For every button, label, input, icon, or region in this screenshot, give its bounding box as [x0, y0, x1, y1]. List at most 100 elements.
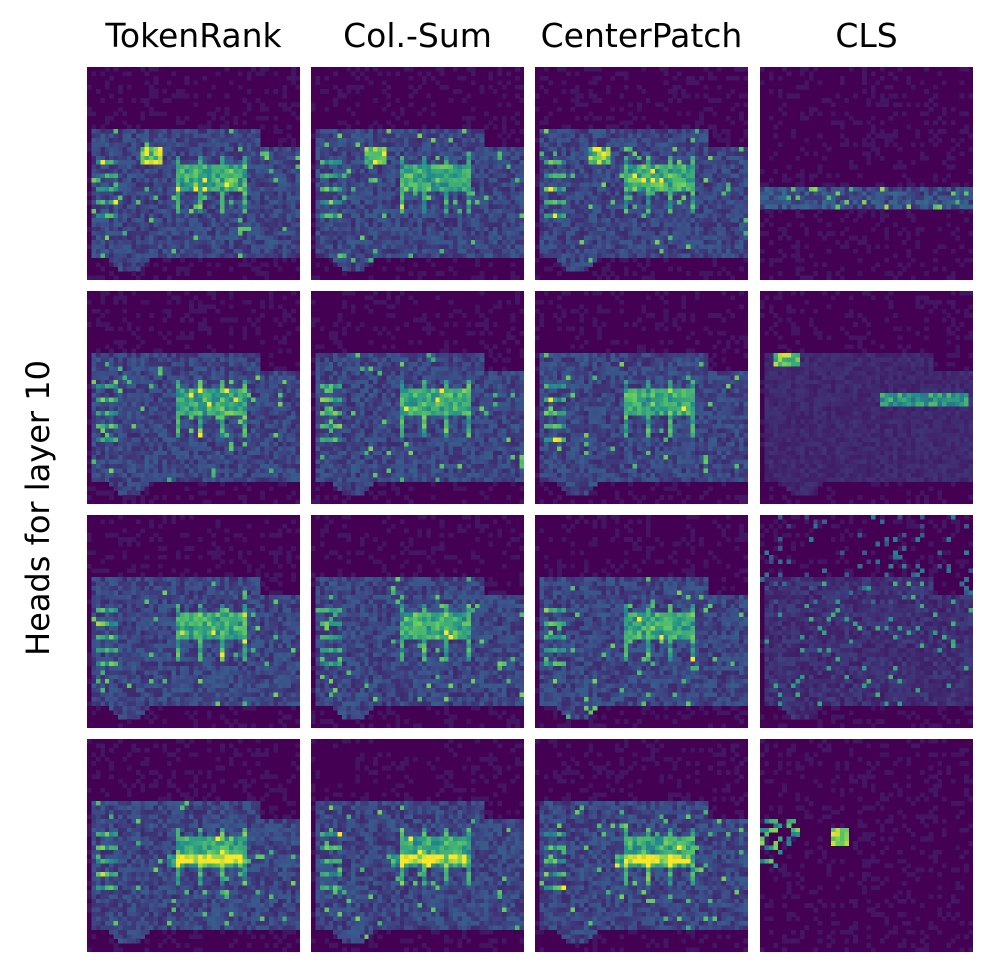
- patch: [566, 177, 571, 183]
- patch: [685, 80, 691, 86]
- patch: [286, 146, 292, 152]
- patch: [206, 191, 212, 196]
- patch: [479, 275, 485, 280]
- patch: [637, 253, 642, 259]
- patch: [694, 204, 700, 210]
- patch: [817, 80, 823, 86]
- patch: [592, 160, 598, 165]
- patch: [144, 173, 150, 179]
- patch: [118, 209, 123, 214]
- patch: [202, 231, 208, 236]
- patch: [597, 155, 602, 161]
- patch: [260, 253, 265, 259]
- patch: [426, 217, 432, 223]
- patch: [100, 204, 106, 210]
- patch: [202, 133, 208, 139]
- patch: [955, 182, 960, 188]
- patch: [592, 213, 598, 219]
- patch: [760, 169, 765, 174]
- patch: [408, 248, 414, 254]
- patch: [342, 231, 347, 236]
- patch: [721, 235, 727, 241]
- patch: [628, 200, 633, 205]
- patch: [708, 98, 713, 103]
- patch: [382, 146, 387, 152]
- patch: [659, 129, 664, 134]
- patch: [399, 164, 405, 170]
- patch: [848, 115, 854, 121]
- patch: [342, 151, 347, 157]
- patch: [566, 146, 571, 152]
- patch: [246, 213, 252, 219]
- patch: [255, 169, 261, 174]
- patch: [739, 248, 744, 254]
- patch: [786, 177, 792, 183]
- patch: [597, 248, 602, 254]
- patch: [215, 200, 221, 205]
- patch: [685, 146, 691, 152]
- patch: [109, 191, 114, 196]
- patch: [364, 177, 369, 183]
- patch: [368, 204, 374, 210]
- patch: [368, 151, 374, 157]
- patch: [286, 248, 292, 254]
- patch: [421, 217, 427, 223]
- patch: [515, 173, 520, 179]
- patch: [875, 182, 881, 188]
- patch: [215, 169, 221, 174]
- patch: [189, 248, 194, 254]
- patch: [884, 133, 889, 139]
- patch: [694, 186, 700, 192]
- patch: [104, 191, 110, 196]
- patch: [273, 186, 279, 192]
- patch: [470, 133, 476, 139]
- patch: [342, 217, 347, 223]
- patch: [515, 217, 520, 223]
- patch: [461, 133, 467, 139]
- patch: [404, 248, 409, 254]
- patch: [610, 231, 616, 236]
- patch: [426, 195, 432, 201]
- patch: [492, 191, 498, 196]
- patch: [479, 222, 485, 228]
- patch: [382, 164, 387, 170]
- patch: [197, 235, 203, 241]
- patch: [175, 195, 181, 201]
- patch: [260, 124, 265, 130]
- patch: [708, 71, 713, 77]
- patch: [734, 226, 740, 232]
- patch: [650, 248, 656, 254]
- patch: [149, 93, 154, 99]
- patch: [100, 173, 106, 179]
- patch: [457, 222, 463, 228]
- patch: [109, 231, 114, 236]
- patch: [126, 173, 132, 179]
- patch: [466, 151, 472, 157]
- patch: [206, 142, 212, 148]
- patch: [342, 177, 347, 183]
- patch: [118, 266, 123, 272]
- patch: [574, 129, 580, 134]
- patch: [579, 235, 585, 241]
- patch: [224, 67, 230, 72]
- patch: [712, 173, 718, 179]
- patch: [426, 231, 432, 236]
- patch: [461, 226, 467, 232]
- patch: [333, 200, 338, 205]
- patch: [233, 235, 239, 241]
- patch: [579, 195, 585, 201]
- patch: [919, 186, 925, 192]
- patch: [373, 235, 378, 241]
- patch: [453, 222, 458, 228]
- patch: [466, 204, 472, 210]
- patch: [324, 266, 330, 272]
- patch: [663, 80, 669, 86]
- patch: [350, 142, 356, 148]
- patch: [955, 186, 960, 192]
- patch: [708, 271, 713, 276]
- patch: [144, 177, 150, 183]
- patch: [663, 160, 669, 165]
- patch: [100, 142, 106, 148]
- patch: [229, 235, 234, 241]
- patch: [260, 186, 265, 192]
